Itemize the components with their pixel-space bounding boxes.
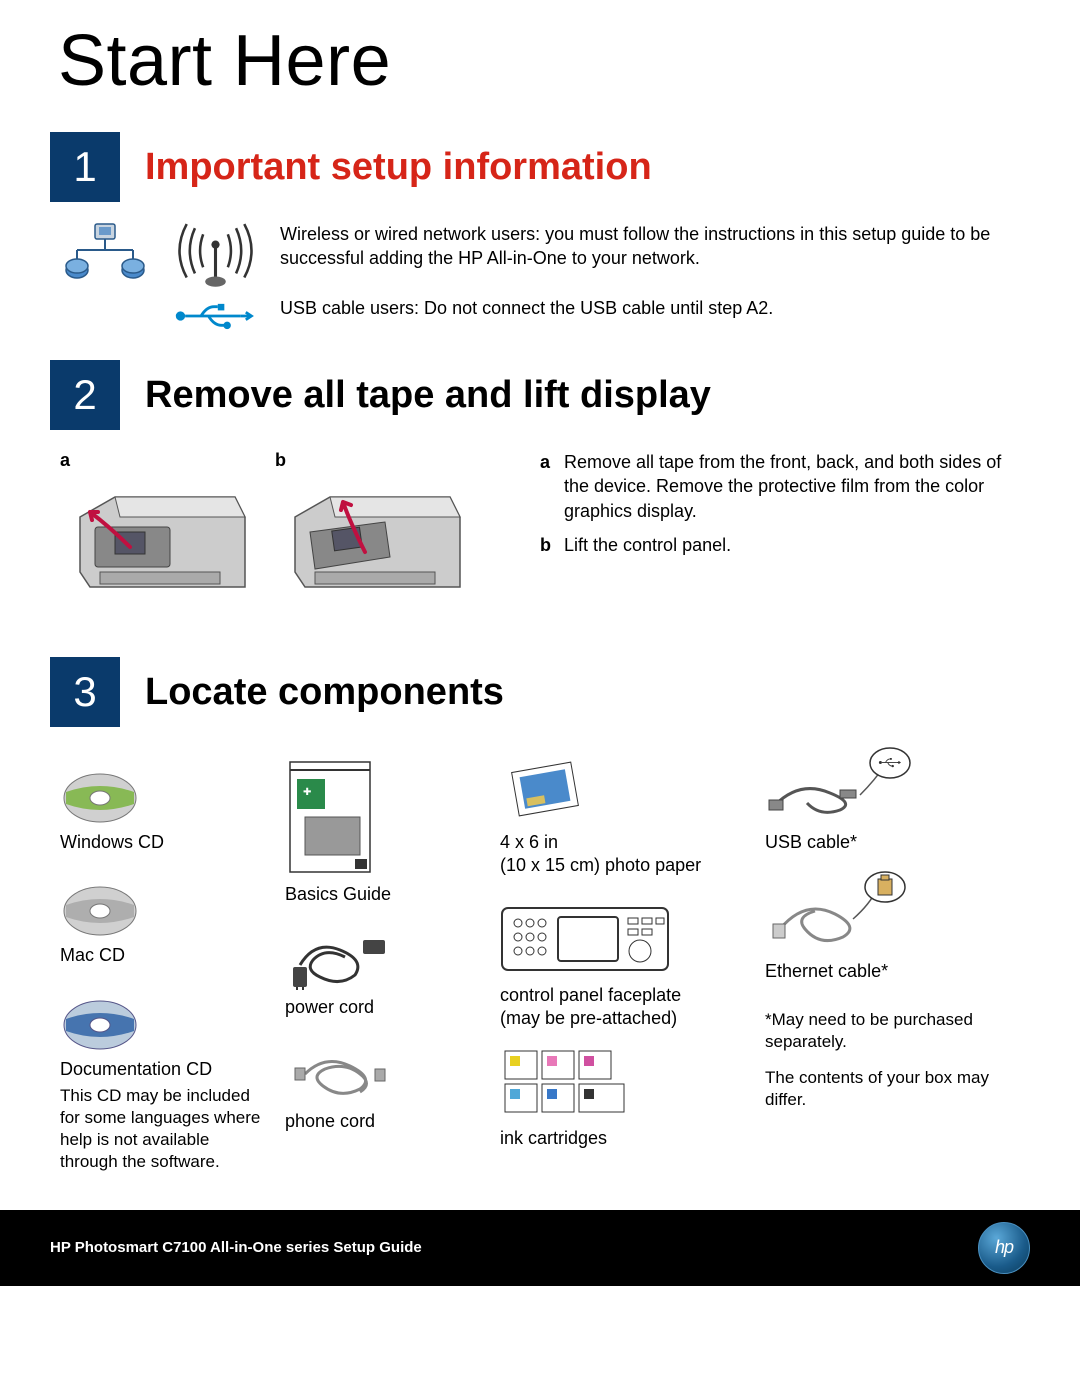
page-title: Start Here (58, 20, 1030, 102)
usb-cable-label: USB cable* (765, 831, 1025, 854)
basics-guide-label: Basics Guide (285, 883, 485, 906)
mac-cd-label: Mac CD (60, 944, 270, 967)
photo-paper-line1: 4 x 6 in (500, 831, 750, 854)
component-doc-cd: Documentation CD This CD may be included… (60, 974, 270, 1174)
step-2-item-b-text: Lift the control panel. (564, 533, 731, 557)
step-3: 3 Locate components Windows CD (50, 657, 1030, 1180)
step-2-item-a: a Remove all tape from the front, back, … (540, 450, 1030, 523)
step-1-number: 1 (50, 132, 120, 202)
faceplate-label: control panel faceplate (may be pre-atta… (500, 984, 750, 1031)
component-basics-guide: ✚ Basics Guide (285, 747, 485, 906)
step-2: 2 Remove all tape and lift display a (50, 360, 1030, 627)
purchase-note: *May need to be purchased separately. (765, 1009, 1025, 1053)
component-usb-cable: USB cable* (765, 747, 1025, 854)
step-2-header: 2 Remove all tape and lift display (50, 360, 1030, 430)
printer-illustration-a (60, 477, 260, 627)
ink-label: ink cartridges (500, 1127, 750, 1150)
step-3-number: 3 (50, 657, 120, 727)
component-windows-cd: Windows CD (60, 747, 270, 854)
step-2-item-a-text: Remove all tape from the front, back, an… (564, 450, 1030, 523)
step-2-item-b-label: b (540, 533, 556, 557)
network-icon (60, 222, 150, 330)
doc-cd-label: Documentation CD (60, 1058, 270, 1081)
phone-cord-label: phone cord (285, 1110, 485, 1133)
doc-cd-note: This CD may be included for some languag… (60, 1085, 270, 1173)
step-1: 1 Important setup information (50, 132, 1030, 330)
faceplate-line2: (may be pre-attached) (500, 1007, 750, 1030)
ethernet-label: Ethernet cable* (765, 960, 1025, 983)
faceplate-line1: control panel faceplate (500, 984, 750, 1007)
component-ink: ink cartridges (500, 1043, 750, 1150)
component-power-cord: power cord (285, 912, 485, 1019)
wifi-icon (173, 222, 258, 294)
component-mac-cd: Mac CD (60, 860, 270, 967)
photo-paper-label: 4 x 6 in (10 x 15 cm) photo paper (500, 831, 750, 878)
step-2-item-a-label: a (540, 450, 556, 523)
step-2-item-b: b Lift the control panel. (540, 533, 1030, 557)
photo-paper-line2: (10 x 15 cm) photo paper (500, 854, 750, 877)
footer-text: HP Photosmart C7100 All-in-One series Se… (50, 1239, 422, 1256)
step-1-network-text: Wireless or wired network users: you mus… (280, 222, 1030, 271)
step-1-title: Important setup information (145, 146, 652, 189)
contents-note: The contents of your box may differ. (765, 1067, 1025, 1111)
page-footer: HP Photosmart C7100 All-in-One series Se… (0, 1210, 1080, 1286)
windows-cd-label: Windows CD (60, 831, 270, 854)
power-cord-label: power cord (285, 996, 485, 1019)
component-ethernet: Ethernet cable* (765, 876, 1025, 983)
step-2-number: 2 (50, 360, 120, 430)
hp-logo-text: hp (995, 1237, 1013, 1258)
component-faceplate: control panel faceplate (may be pre-atta… (500, 900, 750, 1031)
usb-icon (170, 302, 260, 330)
step-1-header: 1 Important setup information (50, 132, 1030, 202)
component-photo-paper: 4 x 6 in (10 x 15 cm) photo paper (500, 747, 750, 878)
printer-illustration-b (275, 477, 475, 627)
step-3-title: Locate components (145, 671, 504, 714)
step-3-header: 3 Locate components (50, 657, 1030, 727)
hp-logo-icon: hp (978, 1222, 1030, 1274)
svg-text:✚: ✚ (303, 787, 311, 798)
step-2-label-a: a (60, 450, 260, 471)
step-2-label-b: b (275, 450, 475, 471)
step-1-usb-text: USB cable users: Do not connect the USB … (280, 296, 1030, 320)
component-phone-cord: phone cord (285, 1026, 485, 1133)
step-2-title: Remove all tape and lift display (145, 374, 711, 417)
